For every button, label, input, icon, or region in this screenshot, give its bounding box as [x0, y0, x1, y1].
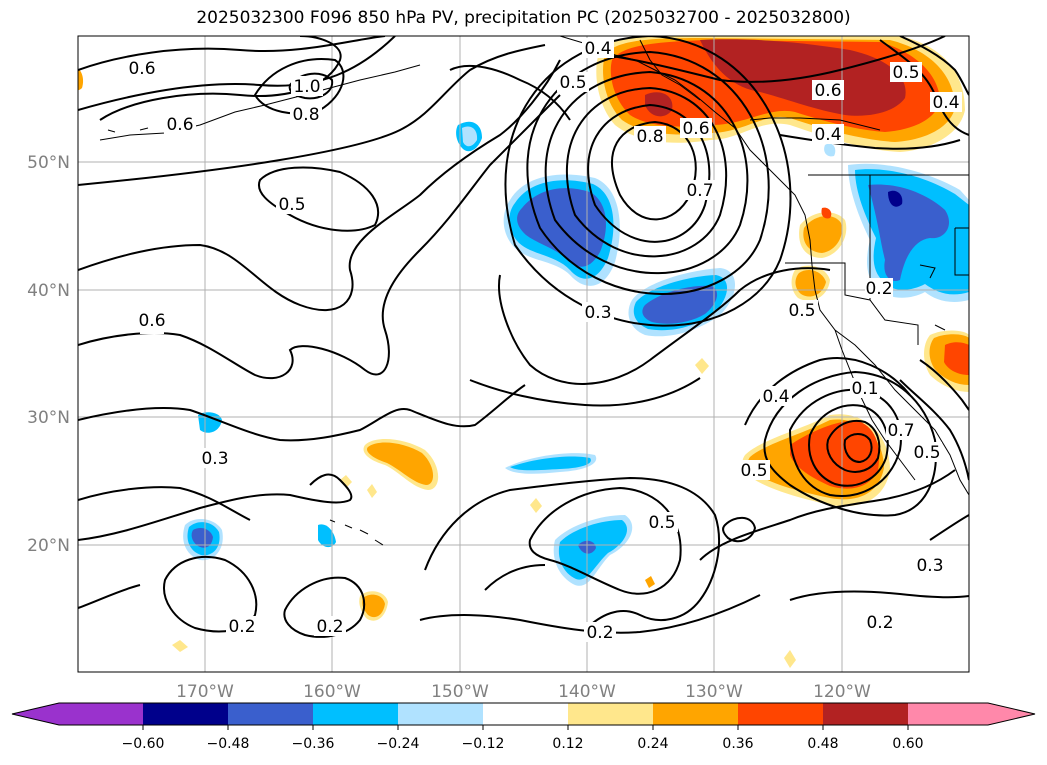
lon-label: 120°W: [813, 682, 871, 702]
contour-label: 0.3: [201, 449, 228, 469]
contour-label: 0.1: [851, 379, 878, 399]
colorbar-tick-label: −0.36: [292, 736, 335, 752]
lon-label: 140°W: [558, 682, 616, 702]
colorbar-bin: [143, 703, 229, 725]
colorbar-bin: [908, 703, 988, 725]
colorbar-bin: [653, 703, 739, 725]
contour-label: 0.5: [278, 195, 305, 215]
contour-label: 0.6: [128, 59, 155, 79]
colorbar-bin: [738, 703, 824, 725]
contour-label: 0.6: [138, 311, 165, 331]
lon-label: 160°W: [303, 682, 361, 702]
map-title: 2025032300 F096 850 hPa PV, precipitatio…: [196, 8, 851, 28]
colorbar-tick-label: 0.12: [552, 736, 583, 752]
colorbar-tick-label: −0.12: [462, 736, 505, 752]
colorbar-extend-min: [12, 703, 59, 725]
colorbar-bin: [313, 703, 399, 725]
contour-label: 0.6: [166, 115, 193, 135]
colorbar-bin: [59, 703, 144, 725]
contour-label: 0.5: [559, 73, 586, 93]
contour-label: 0.7: [887, 421, 914, 441]
colorbar-outline: [11, 702, 1036, 726]
contour-label: 0.6: [814, 81, 841, 101]
contour-label: 0.2: [586, 623, 613, 643]
contour-label: 0.7: [686, 181, 713, 201]
colorbar-tick-label: −0.48: [207, 736, 250, 752]
contour-label: 0.5: [788, 301, 815, 321]
contour-label: 0.8: [636, 127, 663, 147]
pv-contours: [78, 36, 969, 638]
colorbar-tick-label: 0.36: [722, 736, 753, 752]
colorbar-tick-label: 0.60: [892, 736, 923, 752]
lat-labels: 50°N 40°N 30°N 20°N: [27, 153, 70, 556]
contour-label: 0.4: [584, 39, 611, 59]
colorbar-extend-max: [988, 703, 1035, 725]
lat-label: 20°N: [27, 536, 70, 556]
lat-label: 50°N: [27, 153, 70, 173]
colorbar-tick-label: −0.60: [122, 736, 165, 752]
colorbar-bin: [228, 703, 314, 725]
lon-label: 130°W: [685, 682, 743, 702]
contour-label: 0.5: [913, 443, 940, 463]
colorbar-tick-label: 0.48: [807, 736, 838, 752]
lon-label: 150°W: [431, 682, 489, 702]
lon-label: 170°W: [176, 682, 234, 702]
contour-label: 0.2: [865, 279, 892, 299]
colorbar-tick-label: 0.24: [637, 736, 668, 752]
lon-labels: 170°W 160°W 150°W 140°W 130°W 120°W: [176, 682, 871, 702]
map-frame: [77, 35, 970, 673]
colorbar-bin: [398, 703, 484, 725]
contour-label: 0.5: [892, 63, 919, 83]
contour-label: 1.0: [293, 77, 320, 97]
contour-label: 0.8: [292, 105, 319, 125]
colorbar: −0.60 −0.48 −0.36 −0.24 −0.12 0.12 0.24 …: [11, 702, 1036, 752]
contour-label: 0.6: [682, 119, 709, 139]
contour-labels: 0.6 1.0 0.8 0.6 0.5 0.4 0.5 0.8 0.6 0.7 …: [126, 38, 962, 643]
lat-label: 30°N: [27, 408, 70, 428]
contour-label: 0.5: [740, 461, 767, 481]
contour-label: 0.2: [866, 613, 893, 633]
colorbar-tick-label: −0.24: [377, 736, 420, 752]
contour-label: 0.5: [648, 513, 675, 533]
colorbar-bin: [823, 703, 909, 725]
contour-label: 0.4: [932, 93, 959, 113]
gridlines: [78, 36, 969, 672]
map-plot: 0.6 1.0 0.8 0.6 0.5 0.4 0.5 0.8 0.6 0.7 …: [78, 36, 969, 672]
colorbar-bin: [568, 703, 654, 725]
contour-label: 0.3: [916, 556, 943, 576]
contour-label: 0.3: [584, 303, 611, 323]
colorbar-bin: [483, 703, 569, 725]
contour-label: 0.2: [316, 617, 343, 637]
contour-label: 0.2: [228, 617, 255, 637]
contour-label: 0.4: [762, 387, 789, 407]
lat-label: 40°N: [27, 281, 70, 301]
contour-label: 0.4: [814, 125, 841, 145]
